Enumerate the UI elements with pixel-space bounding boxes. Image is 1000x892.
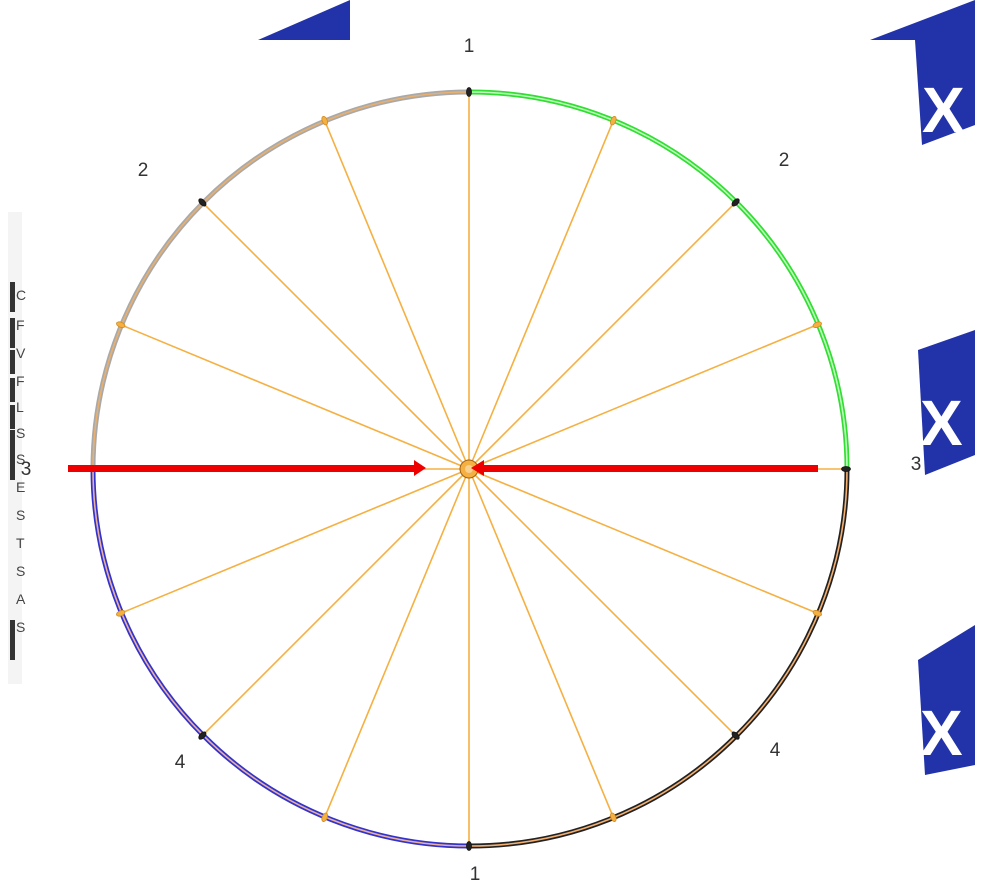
left-arrow — [68, 460, 426, 476]
right-arrow — [471, 460, 818, 476]
x-tile-1: X — [915, 40, 975, 146]
top-left-blue-tile — [258, 0, 350, 40]
side-letter: L — [16, 399, 24, 415]
top-right-blue-tile — [870, 0, 975, 40]
label-bottom: 1 — [470, 864, 481, 885]
rim-tick — [812, 610, 822, 617]
label-lower-right: 4 — [770, 740, 781, 761]
label-upper-right: 2 — [779, 150, 790, 171]
rim-node — [731, 198, 740, 207]
spoke — [468, 201, 737, 470]
spoke — [468, 468, 737, 737]
hub — [459, 459, 479, 479]
rim-tick — [610, 812, 617, 822]
spoke — [201, 201, 470, 470]
rim-tick — [812, 321, 822, 328]
spoke — [323, 120, 470, 470]
side-letter: S — [16, 619, 25, 635]
rim-tick — [116, 321, 126, 328]
side-letter: E — [16, 479, 25, 495]
spoke — [201, 468, 470, 737]
spoke — [468, 468, 615, 818]
label-lower-left: 4 — [175, 752, 186, 773]
left-letter-column: C F V F L S S E S T S A S — [10, 282, 26, 660]
label-upper-left: 2 — [138, 160, 149, 181]
side-letter: F — [16, 317, 25, 333]
x-tile-2: X — [918, 330, 975, 475]
label-left: 3 — [21, 459, 32, 480]
x-tile-label: X — [920, 697, 963, 769]
rim-node — [198, 731, 207, 740]
rim-tick — [610, 116, 617, 126]
spoke — [120, 323, 470, 470]
rim-node — [198, 198, 207, 207]
rim-tick — [321, 812, 328, 822]
label-top: 1 — [464, 36, 475, 57]
rim-tick — [116, 610, 126, 617]
rim-node — [841, 466, 851, 472]
background-fragments: X X X C F V F L S S E S — [8, 0, 975, 775]
x-tile-3: X — [918, 625, 975, 775]
x-tile-label: X — [922, 74, 965, 146]
side-letter: S — [16, 563, 25, 579]
spoke — [323, 468, 470, 818]
side-letter: V — [16, 345, 26, 361]
side-letter: T — [16, 535, 25, 551]
spoke — [468, 120, 615, 470]
x-tile-label: X — [920, 387, 963, 459]
spoke — [468, 468, 818, 615]
rim-node — [466, 87, 472, 97]
side-letter: C — [16, 287, 26, 303]
rim-node — [731, 731, 740, 740]
side-letter: S — [16, 425, 25, 441]
rim-node — [466, 841, 472, 851]
spoke — [120, 468, 470, 615]
label-right: 3 — [911, 454, 922, 475]
rim-tick — [321, 116, 328, 126]
spoke — [468, 323, 818, 470]
side-letter: F — [16, 373, 25, 389]
side-letter: S — [16, 507, 25, 523]
side-letter: A — [16, 591, 26, 607]
side-letter: S — [16, 451, 25, 467]
